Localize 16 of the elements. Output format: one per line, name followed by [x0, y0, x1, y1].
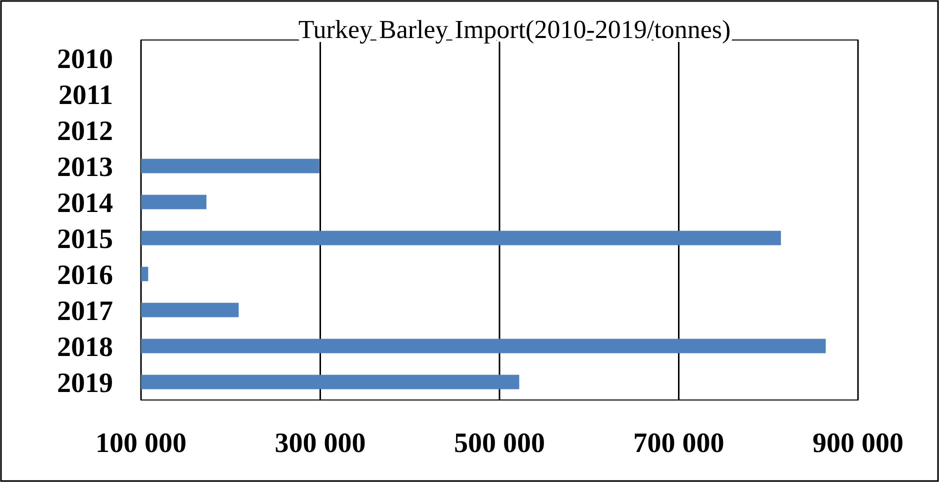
- x-tick-label: 500 000: [454, 428, 545, 459]
- x-tick-label: 100 000: [96, 428, 186, 459]
- y-tick-label: 2019: [57, 368, 113, 399]
- y-tick-label: 2015: [57, 224, 113, 255]
- x-tick-label: 300 000: [274, 428, 366, 459]
- chart-title: Turkey Barley Import(2010-2019/tonnes): [298, 15, 731, 44]
- y-tick-label: 2017: [57, 296, 113, 327]
- y-tick-label: 2018: [57, 332, 113, 363]
- y-tick-label: 2016: [57, 260, 113, 291]
- y-tick-label: 2013: [57, 152, 113, 183]
- y-tick-label: 2012: [57, 116, 113, 147]
- y-tick-label: 2014: [57, 188, 113, 219]
- y-tick-label: 2010: [57, 44, 113, 75]
- x-tick-label: 700 000: [633, 428, 724, 459]
- x-tick-label: 900 000: [812, 428, 904, 459]
- y-tick-label: 2011: [58, 80, 113, 111]
